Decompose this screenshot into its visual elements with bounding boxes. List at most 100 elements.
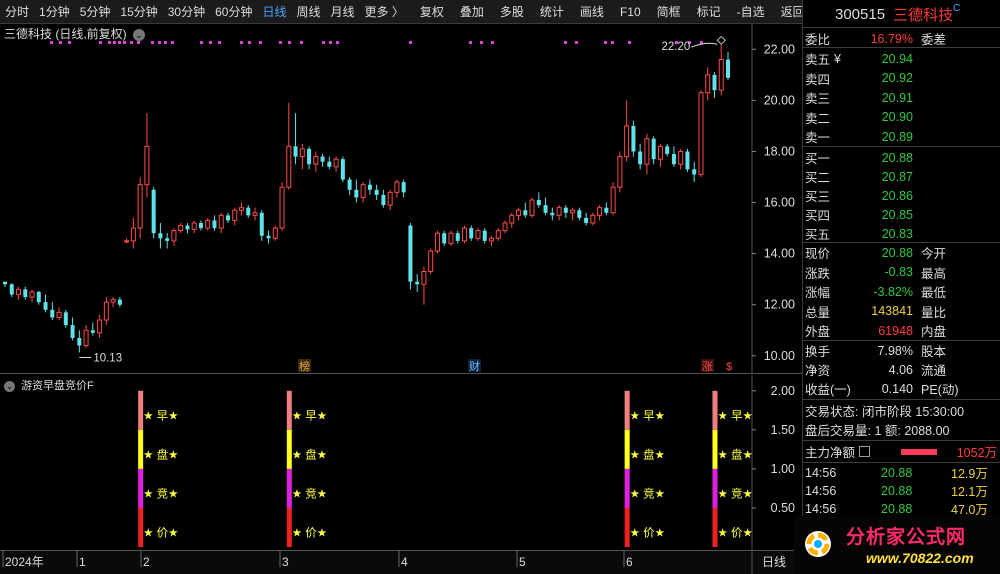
- candle[interactable]: [151, 187, 156, 239]
- candle[interactable]: [374, 184, 379, 200]
- candle[interactable]: [293, 113, 298, 165]
- tool-button-4[interactable]: 画线: [579, 4, 604, 19]
- candle[interactable]: [97, 314, 103, 338]
- candle[interactable]: [232, 207, 238, 226]
- candle[interactable]: [604, 202, 609, 216]
- candle[interactable]: [279, 182, 285, 231]
- candle[interactable]: [428, 248, 434, 275]
- candle[interactable]: [299, 143, 305, 170]
- candle[interactable]: [584, 212, 589, 226]
- candle[interactable]: [171, 228, 177, 246]
- candle[interactable]: [178, 222, 184, 234]
- candle[interactable]: [726, 51, 730, 80]
- candle[interactable]: [144, 113, 150, 198]
- candle[interactable]: [434, 230, 440, 254]
- event-label[interactable]: 榜: [299, 359, 310, 373]
- candle[interactable]: [205, 217, 211, 231]
- candle[interactable]: [577, 207, 582, 221]
- period-tab-6[interactable]: 日线: [262, 4, 287, 19]
- candle[interactable]: [124, 238, 130, 244]
- period-tab-9[interactable]: 更多 〉: [364, 4, 404, 19]
- candle[interactable]: [347, 177, 352, 195]
- candle[interactable]: [9, 283, 14, 298]
- candle[interactable]: [543, 197, 548, 216]
- candle[interactable]: [657, 143, 663, 167]
- event-label[interactable]: $: [726, 361, 732, 373]
- period-tab-0[interactable]: 分时: [5, 4, 30, 19]
- candle[interactable]: [70, 317, 75, 341]
- candle[interactable]: [705, 67, 711, 101]
- candle[interactable]: [313, 151, 319, 172]
- candle[interactable]: [421, 266, 427, 305]
- candle[interactable]: [475, 228, 481, 241]
- candle[interactable]: [469, 225, 474, 241]
- candle[interactable]: [327, 156, 332, 170]
- period-tab-5[interactable]: 60分钟: [215, 4, 253, 19]
- candle[interactable]: [610, 182, 616, 216]
- candle[interactable]: [50, 302, 55, 321]
- tool-button-3[interactable]: 统计: [539, 4, 564, 19]
- event-label[interactable]: 财: [469, 359, 480, 373]
- candle[interactable]: [225, 212, 230, 223]
- candle[interactable]: [712, 72, 717, 98]
- event-label[interactable]: 涨: [702, 360, 713, 373]
- candle[interactable]: [455, 230, 460, 244]
- candle[interactable]: [692, 161, 697, 183]
- period-tab-3[interactable]: 15分钟: [120, 4, 158, 19]
- chevron-down-icon[interactable]: ⌄: [133, 29, 146, 41]
- candle[interactable]: [185, 222, 190, 234]
- candle[interactable]: [36, 290, 41, 305]
- candle[interactable]: [198, 220, 203, 231]
- candle[interactable]: [665, 143, 670, 157]
- period-tab-1[interactable]: 1分钟: [39, 4, 70, 19]
- chevron-down-icon[interactable]: ⌄: [4, 381, 15, 392]
- tool-button-1[interactable]: 叠加: [459, 4, 484, 19]
- signal-bar[interactable]: ★ 早★ ★ 盘★ ★ 竞★ ★ 价★: [138, 390, 178, 547]
- candle[interactable]: [651, 136, 656, 165]
- candle[interactable]: [644, 133, 650, 175]
- period-tab-7[interactable]: 周线: [296, 4, 321, 19]
- candle[interactable]: [624, 100, 630, 162]
- tool-button-5[interactable]: F10: [619, 4, 641, 19]
- period-tab-2[interactable]: 5分钟: [79, 4, 111, 19]
- candle[interactable]: [266, 230, 271, 244]
- candle[interactable]: [238, 202, 244, 216]
- tool-button-0[interactable]: 复权: [419, 4, 444, 19]
- candle[interactable]: [252, 207, 258, 221]
- candle[interactable]: [110, 297, 116, 308]
- tool-button-9[interactable]: 返回: [780, 4, 805, 19]
- candle[interactable]: [590, 212, 596, 226]
- candle[interactable]: [381, 189, 386, 208]
- tool-button-8[interactable]: -自选: [736, 4, 765, 19]
- candle[interactable]: [158, 222, 163, 249]
- tool-button-6[interactable]: 简框: [656, 4, 681, 19]
- candle[interactable]: [360, 182, 366, 203]
- period-tab-8[interactable]: 月线: [330, 4, 355, 19]
- candle[interactable]: [509, 212, 515, 229]
- signal-bar[interactable]: ★ 早★ ★ 盘★ ★ 竞★ ★ 价★: [624, 390, 665, 547]
- candle[interactable]: [718, 44, 724, 96]
- candle[interactable]: [448, 230, 454, 246]
- list-icon[interactable]: [859, 446, 871, 457]
- candle[interactable]: [489, 235, 495, 246]
- candle[interactable]: [90, 322, 95, 336]
- candle[interactable]: [354, 179, 359, 203]
- candle[interactable]: [340, 156, 345, 183]
- tool-button-2[interactable]: 多股: [499, 4, 524, 19]
- candle[interactable]: [83, 325, 89, 349]
- candle[interactable]: [597, 205, 603, 221]
- candle[interactable]: [394, 179, 400, 198]
- candle[interactable]: [16, 286, 22, 300]
- candle[interactable]: [638, 143, 643, 170]
- candle[interactable]: [550, 207, 555, 221]
- candle[interactable]: [529, 197, 535, 218]
- candle[interactable]: [218, 212, 224, 234]
- candle[interactable]: [56, 307, 62, 321]
- candle[interactable]: [212, 215, 217, 231]
- candle[interactable]: [272, 225, 278, 241]
- candle[interactable]: [401, 179, 406, 198]
- candle[interactable]: [495, 228, 501, 241]
- candle[interactable]: [570, 207, 576, 221]
- signal-bar[interactable]: ★ 早★ ★ 盘★ ★ 竞★ ★ 价★: [286, 390, 327, 547]
- candle[interactable]: [103, 297, 109, 326]
